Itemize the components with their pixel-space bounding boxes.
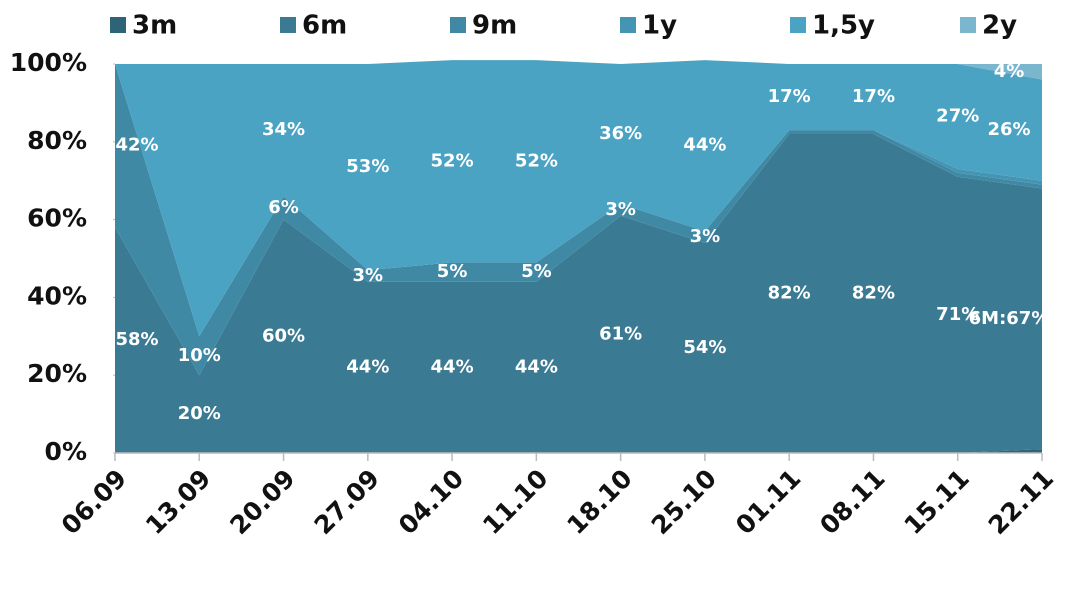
value-label: 20% [178, 403, 221, 424]
value-label: 26% [987, 119, 1030, 140]
value-label: 42% [115, 135, 158, 156]
x-tick-label: 01.11 [730, 464, 806, 540]
x-tick-label: 25.10 [646, 464, 722, 540]
legend-label: 1y [642, 11, 677, 41]
value-label: 44% [515, 356, 558, 377]
legend-swatch [110, 17, 126, 33]
value-label: 36% [599, 123, 642, 144]
x-tick-label: 22.11 [983, 464, 1059, 540]
legend-label: 6m [302, 11, 347, 41]
value-label: 17% [768, 86, 811, 107]
value-label: 52% [431, 150, 474, 171]
x-tick-label: 20.09 [224, 464, 300, 540]
legend-swatch [450, 17, 466, 33]
value-label: 44% [683, 135, 726, 156]
x-tick-label: 15.11 [898, 464, 974, 540]
legend-label: 2y [982, 11, 1017, 41]
area [115, 64, 1042, 376]
value-label: 4% [994, 61, 1025, 82]
x-tick-label: 18.10 [561, 464, 637, 540]
value-label: 61% [599, 323, 642, 344]
legend-label: 1,5y [812, 11, 875, 41]
y-tick-label: 100% [10, 48, 87, 77]
value-label: 82% [852, 283, 895, 304]
value-label: 10% [178, 345, 221, 366]
value-label: 5% [521, 261, 552, 282]
y-tick-label: 40% [27, 281, 87, 310]
value-label: 54% [683, 337, 726, 358]
x-tick-label: 04.10 [393, 464, 469, 540]
area [115, 60, 1042, 337]
value-label: 3% [605, 199, 636, 220]
y-tick-label: 20% [27, 359, 87, 388]
value-label: 3% [353, 265, 384, 286]
x-tick-label: 06.09 [56, 464, 132, 540]
legend-label: 3m [132, 11, 177, 41]
value-label: 82% [768, 283, 811, 304]
x-tick-label: 13.09 [140, 464, 216, 540]
value-label: 58% [115, 329, 158, 350]
value-label: 34% [262, 119, 305, 140]
value-label: 5% [437, 261, 468, 282]
value-label: 44% [346, 356, 389, 377]
value-label: 53% [346, 156, 389, 177]
y-tick-label: 0% [45, 437, 87, 466]
x-tick-label: 11.10 [477, 464, 553, 540]
legend-swatch [620, 17, 636, 33]
value-label: 60% [262, 325, 305, 346]
x-tick-label: 27.09 [309, 464, 385, 540]
y-tick-label: 60% [27, 204, 87, 233]
legend-swatch [960, 17, 976, 33]
legend-label: 9m [472, 11, 517, 41]
value-label: 6% [268, 197, 299, 218]
value-label: 71% [936, 304, 979, 325]
area [115, 134, 1042, 453]
value-label: 52% [515, 150, 558, 171]
legend-swatch [790, 17, 806, 33]
value-label: 27% [936, 106, 979, 127]
value-label: 44% [431, 356, 474, 377]
y-tick-label: 80% [27, 126, 87, 155]
legend-swatch [280, 17, 296, 33]
value-label: 3% [690, 226, 721, 247]
value-label: 6M:67% [969, 308, 1050, 329]
value-label: 17% [852, 86, 895, 107]
x-tick-label: 08.11 [814, 464, 890, 540]
